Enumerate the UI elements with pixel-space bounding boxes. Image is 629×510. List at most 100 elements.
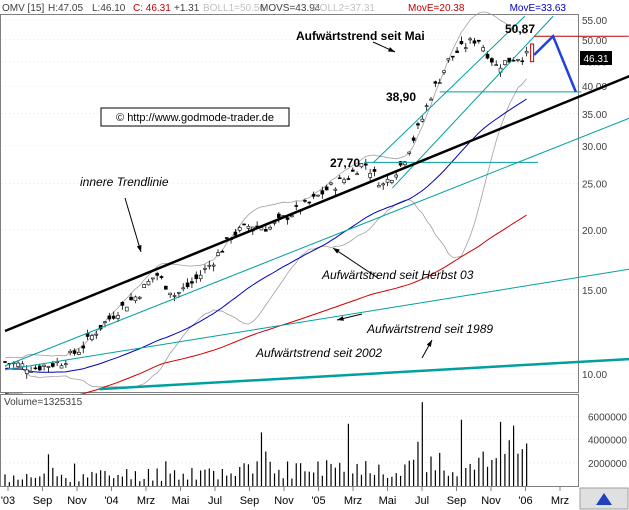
candle-body — [290, 215, 294, 218]
candle-body — [37, 365, 42, 371]
header-move1: MovE=20.38 — [408, 3, 465, 14]
annotation-arrow-head — [388, 47, 395, 52]
candle-body — [524, 50, 529, 54]
candle-body — [207, 264, 212, 267]
price-tick-label: 20.00 — [582, 226, 607, 237]
header-boll2: BOLL2=37.31 — [313, 3, 375, 14]
candle-body — [442, 70, 446, 73]
header-low: L:46.10 — [92, 3, 126, 14]
annotations: Aufwärtstrend seit Mai 50,87 38,90 27,70 inn… — [80, 22, 535, 360]
candle-body — [511, 59, 516, 62]
candle-body — [277, 213, 281, 218]
candle-body — [450, 55, 455, 58]
annotation-label: innere Trendlinie — [80, 175, 169, 189]
candle-body — [220, 250, 225, 253]
price-tick-label: 15.00 — [582, 286, 607, 297]
candle-body — [29, 371, 33, 373]
annotation-arrow-head — [337, 316, 344, 321]
price-tick-label: 50.00 — [582, 36, 607, 47]
candles — [3, 36, 535, 379]
x-tick-label: Nov — [67, 495, 87, 507]
navigator-icon[interactable] — [579, 487, 629, 510]
price-tick-label: 30.00 — [582, 142, 607, 153]
volume-tick-label: 4000000 — [588, 436, 627, 447]
candle-body — [94, 333, 99, 336]
candle-body — [433, 81, 438, 84]
candle-body — [437, 82, 442, 84]
annotation-arrow-line — [332, 247, 379, 279]
move-slow-line — [4, 214, 527, 398]
candle-body — [181, 287, 186, 290]
price-grid — [1, 19, 578, 375]
candle-body — [355, 173, 359, 176]
candle-body — [472, 40, 477, 44]
candle-body — [164, 285, 168, 290]
candle-body — [116, 315, 120, 319]
x-tick-label: '03 — [1, 495, 15, 507]
candle-body — [24, 369, 29, 374]
x-tick-label: Mrz — [551, 495, 569, 507]
trendline-seit-2002 — [4, 268, 629, 371]
x-tick-label: Jul — [415, 495, 429, 507]
candle-body — [107, 315, 112, 320]
candle-body — [324, 186, 329, 191]
candle-body — [233, 231, 238, 236]
trendline-main — [4, 74, 629, 333]
candle-body — [246, 226, 251, 229]
x-tick-label: '04 — [104, 495, 118, 507]
candle-body — [398, 161, 403, 166]
candle-body — [194, 274, 199, 280]
candle-body — [485, 53, 490, 59]
candle-body — [333, 188, 338, 191]
header-change: +1.31 — [174, 3, 200, 14]
candle-body — [463, 47, 468, 49]
move-fast-line — [4, 98, 527, 373]
candle-body-latest — [530, 43, 535, 63]
candle-body — [203, 268, 207, 270]
candle-body — [242, 223, 246, 226]
candle-body — [146, 281, 151, 286]
candle-body — [198, 274, 203, 280]
candle-body — [64, 363, 68, 366]
candle-body — [346, 178, 351, 180]
trendline-seit-mai-lower — [392, 15, 554, 189]
annotation-label: Aufwärtstrend seit 1989 — [366, 322, 493, 336]
x-tick-label: Mai — [379, 495, 397, 507]
candle-body — [177, 292, 181, 294]
candle-body — [316, 194, 320, 197]
annotation-label: Aufwärtstrend seit 2002 — [255, 346, 382, 360]
candle-body — [3, 361, 7, 363]
annotation-arrow-line — [124, 197, 142, 253]
volume-bars — [4, 402, 528, 486]
candle-body — [455, 50, 459, 53]
volume-tick-label: 6000000 — [588, 412, 627, 423]
x-tick-label: Nov — [481, 495, 501, 507]
trendline-seit-mai-upper — [373, 15, 526, 163]
candle-body — [294, 205, 299, 207]
candle-body — [150, 277, 155, 280]
x-tick-label: '05 — [311, 495, 325, 507]
x-tick-label: Nov — [274, 495, 294, 507]
current-price-label: 46.31 — [583, 54, 608, 65]
candle-body — [429, 98, 433, 101]
price-tick-label: 25.00 — [582, 180, 607, 191]
candle-body — [155, 273, 159, 276]
volume-grid — [1, 416, 578, 464]
annotation-label: 27,70 — [330, 156, 360, 170]
candle-body — [268, 226, 272, 230]
candle-body — [159, 276, 164, 278]
candle-body — [77, 351, 81, 355]
candle-body — [372, 169, 377, 172]
candle-body — [477, 39, 481, 42]
candle-body — [490, 58, 494, 63]
candle-body — [33, 367, 38, 370]
candle-body — [46, 365, 51, 368]
candle-body — [424, 105, 429, 108]
candle-body — [311, 194, 316, 197]
candle-body — [211, 264, 216, 267]
candle-body — [120, 302, 125, 306]
candle-body — [129, 296, 133, 301]
candle-body — [359, 163, 364, 168]
candle-body — [103, 321, 107, 323]
current-price-marker: 46.31 — [580, 51, 612, 65]
